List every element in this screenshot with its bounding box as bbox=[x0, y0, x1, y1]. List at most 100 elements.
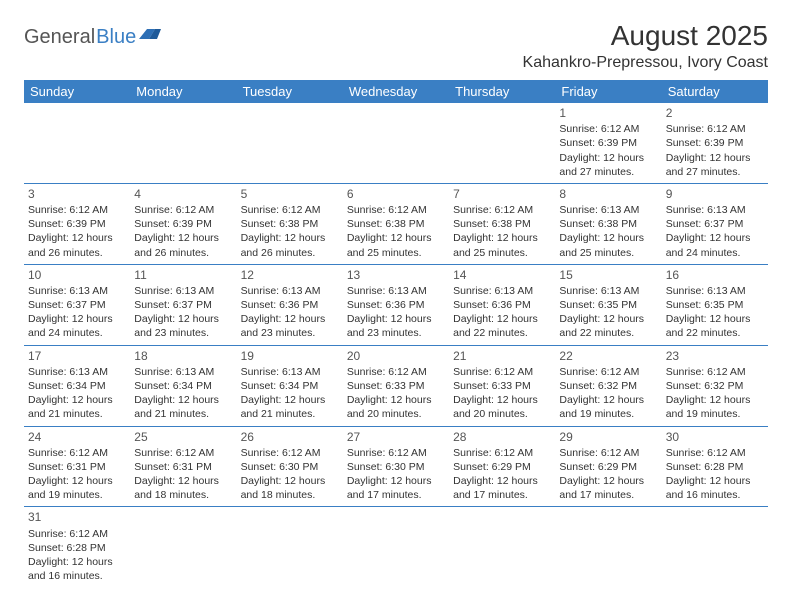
sunset-line: Sunset: 6:38 PM bbox=[241, 217, 339, 231]
sunset-line: Sunset: 6:30 PM bbox=[241, 460, 339, 474]
sunrise-line: Sunrise: 6:12 AM bbox=[347, 446, 445, 460]
daylight-line: Daylight: 12 hours and 25 minutes. bbox=[559, 231, 657, 259]
calendar-cell: 29Sunrise: 6:12 AMSunset: 6:29 PMDayligh… bbox=[555, 426, 661, 507]
calendar-cell: 7Sunrise: 6:12 AMSunset: 6:38 PMDaylight… bbox=[449, 183, 555, 264]
calendar-cell: 14Sunrise: 6:13 AMSunset: 6:36 PMDayligh… bbox=[449, 264, 555, 345]
calendar-cell: 5Sunrise: 6:12 AMSunset: 6:38 PMDaylight… bbox=[237, 183, 343, 264]
daylight-line: Daylight: 12 hours and 27 minutes. bbox=[666, 151, 764, 179]
calendar-cell: 17Sunrise: 6:13 AMSunset: 6:34 PMDayligh… bbox=[24, 345, 130, 426]
weekday-header: Saturday bbox=[662, 80, 768, 103]
daylight-line: Daylight: 12 hours and 27 minutes. bbox=[559, 151, 657, 179]
day-number: 26 bbox=[241, 429, 339, 445]
day-number: 18 bbox=[134, 348, 232, 364]
weekday-header: Wednesday bbox=[343, 80, 449, 103]
calendar-cell: 24Sunrise: 6:12 AMSunset: 6:31 PMDayligh… bbox=[24, 426, 130, 507]
calendar-cell: 26Sunrise: 6:12 AMSunset: 6:30 PMDayligh… bbox=[237, 426, 343, 507]
daylight-line: Daylight: 12 hours and 25 minutes. bbox=[453, 231, 551, 259]
calendar-cell: 10Sunrise: 6:13 AMSunset: 6:37 PMDayligh… bbox=[24, 264, 130, 345]
day-number: 30 bbox=[666, 429, 764, 445]
sunset-line: Sunset: 6:39 PM bbox=[666, 136, 764, 150]
daylight-line: Daylight: 12 hours and 21 minutes. bbox=[28, 393, 126, 421]
day-number: 25 bbox=[134, 429, 232, 445]
day-number: 15 bbox=[559, 267, 657, 283]
sunrise-line: Sunrise: 6:12 AM bbox=[347, 365, 445, 379]
day-number: 2 bbox=[666, 105, 764, 121]
calendar-cell: 8Sunrise: 6:13 AMSunset: 6:38 PMDaylight… bbox=[555, 183, 661, 264]
day-number: 16 bbox=[666, 267, 764, 283]
calendar-cell: 11Sunrise: 6:13 AMSunset: 6:37 PMDayligh… bbox=[130, 264, 236, 345]
calendar-cell: 13Sunrise: 6:13 AMSunset: 6:36 PMDayligh… bbox=[343, 264, 449, 345]
sunrise-line: Sunrise: 6:12 AM bbox=[28, 203, 126, 217]
day-number: 4 bbox=[134, 186, 232, 202]
calendar-cell: 28Sunrise: 6:12 AMSunset: 6:29 PMDayligh… bbox=[449, 426, 555, 507]
sunset-line: Sunset: 6:29 PM bbox=[453, 460, 551, 474]
sunrise-line: Sunrise: 6:12 AM bbox=[241, 446, 339, 460]
daylight-line: Daylight: 12 hours and 23 minutes. bbox=[134, 312, 232, 340]
calendar-cell: 9Sunrise: 6:13 AMSunset: 6:37 PMDaylight… bbox=[662, 183, 768, 264]
weekday-header: Friday bbox=[555, 80, 661, 103]
sunset-line: Sunset: 6:33 PM bbox=[453, 379, 551, 393]
calendar-cell: 22Sunrise: 6:12 AMSunset: 6:32 PMDayligh… bbox=[555, 345, 661, 426]
title-block: August 2025 Kahankro-Prepressou, Ivory C… bbox=[523, 20, 768, 72]
sunrise-line: Sunrise: 6:13 AM bbox=[666, 203, 764, 217]
sunset-line: Sunset: 6:37 PM bbox=[28, 298, 126, 312]
daylight-line: Daylight: 12 hours and 22 minutes. bbox=[666, 312, 764, 340]
header: General Blue August 2025 Kahankro-Prepre… bbox=[24, 20, 768, 72]
logo-text-blue: Blue bbox=[96, 26, 136, 49]
sunrise-line: Sunrise: 6:12 AM bbox=[347, 203, 445, 217]
sunset-line: Sunset: 6:34 PM bbox=[134, 379, 232, 393]
day-number: 24 bbox=[28, 429, 126, 445]
day-number: 22 bbox=[559, 348, 657, 364]
sunrise-line: Sunrise: 6:12 AM bbox=[453, 365, 551, 379]
weekday-header: Tuesday bbox=[237, 80, 343, 103]
sunrise-line: Sunrise: 6:13 AM bbox=[134, 365, 232, 379]
day-number: 28 bbox=[453, 429, 551, 445]
calendar-row: 31Sunrise: 6:12 AMSunset: 6:28 PMDayligh… bbox=[24, 507, 768, 587]
calendar-cell: 2Sunrise: 6:12 AMSunset: 6:39 PMDaylight… bbox=[662, 103, 768, 183]
sunrise-line: Sunrise: 6:12 AM bbox=[28, 527, 126, 541]
sunset-line: Sunset: 6:29 PM bbox=[559, 460, 657, 474]
sunset-line: Sunset: 6:37 PM bbox=[134, 298, 232, 312]
daylight-line: Daylight: 12 hours and 24 minutes. bbox=[28, 312, 126, 340]
daylight-line: Daylight: 12 hours and 20 minutes. bbox=[347, 393, 445, 421]
day-number: 8 bbox=[559, 186, 657, 202]
sunset-line: Sunset: 6:39 PM bbox=[28, 217, 126, 231]
day-number: 6 bbox=[347, 186, 445, 202]
daylight-line: Daylight: 12 hours and 20 minutes. bbox=[453, 393, 551, 421]
calendar-cell: 3Sunrise: 6:12 AMSunset: 6:39 PMDaylight… bbox=[24, 183, 130, 264]
calendar-cell bbox=[662, 507, 768, 587]
sunset-line: Sunset: 6:30 PM bbox=[347, 460, 445, 474]
day-number: 1 bbox=[559, 105, 657, 121]
sunset-line: Sunset: 6:36 PM bbox=[347, 298, 445, 312]
calendar-cell bbox=[24, 103, 130, 183]
calendar-cell: 31Sunrise: 6:12 AMSunset: 6:28 PMDayligh… bbox=[24, 507, 130, 587]
calendar-cell: 6Sunrise: 6:12 AMSunset: 6:38 PMDaylight… bbox=[343, 183, 449, 264]
sunrise-line: Sunrise: 6:13 AM bbox=[241, 365, 339, 379]
sunset-line: Sunset: 6:34 PM bbox=[28, 379, 126, 393]
sunrise-line: Sunrise: 6:12 AM bbox=[134, 203, 232, 217]
day-number: 27 bbox=[347, 429, 445, 445]
calendar-cell bbox=[130, 507, 236, 587]
calendar-cell bbox=[237, 507, 343, 587]
sunset-line: Sunset: 6:33 PM bbox=[347, 379, 445, 393]
sunrise-line: Sunrise: 6:13 AM bbox=[347, 284, 445, 298]
day-number: 31 bbox=[28, 509, 126, 525]
calendar-table: Sunday Monday Tuesday Wednesday Thursday… bbox=[24, 80, 768, 587]
calendar-cell: 15Sunrise: 6:13 AMSunset: 6:35 PMDayligh… bbox=[555, 264, 661, 345]
month-title: August 2025 bbox=[523, 20, 768, 52]
calendar-cell: 18Sunrise: 6:13 AMSunset: 6:34 PMDayligh… bbox=[130, 345, 236, 426]
calendar-row: 1Sunrise: 6:12 AMSunset: 6:39 PMDaylight… bbox=[24, 103, 768, 183]
day-number: 19 bbox=[241, 348, 339, 364]
sunrise-line: Sunrise: 6:12 AM bbox=[559, 122, 657, 136]
sunrise-line: Sunrise: 6:12 AM bbox=[666, 446, 764, 460]
day-number: 20 bbox=[347, 348, 445, 364]
sunrise-line: Sunrise: 6:12 AM bbox=[559, 446, 657, 460]
sunrise-line: Sunrise: 6:12 AM bbox=[453, 446, 551, 460]
calendar-cell: 21Sunrise: 6:12 AMSunset: 6:33 PMDayligh… bbox=[449, 345, 555, 426]
daylight-line: Daylight: 12 hours and 19 minutes. bbox=[666, 393, 764, 421]
sunset-line: Sunset: 6:35 PM bbox=[666, 298, 764, 312]
day-number: 29 bbox=[559, 429, 657, 445]
calendar-cell bbox=[343, 507, 449, 587]
sunrise-line: Sunrise: 6:13 AM bbox=[134, 284, 232, 298]
daylight-line: Daylight: 12 hours and 26 minutes. bbox=[28, 231, 126, 259]
